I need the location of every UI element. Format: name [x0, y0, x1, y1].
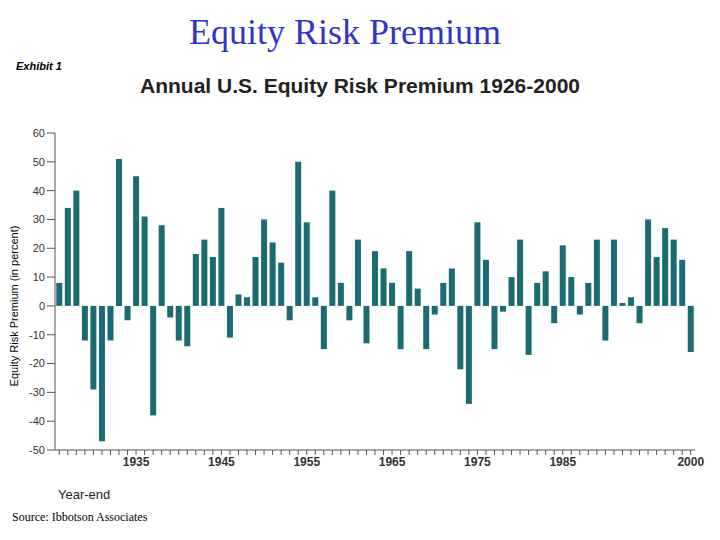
svg-text:0: 0: [39, 300, 45, 312]
svg-text:2000: 2000: [677, 455, 704, 469]
svg-text:-40: -40: [29, 415, 45, 427]
svg-text:1935: 1935: [123, 455, 150, 469]
svg-text:1955: 1955: [293, 455, 320, 469]
svg-text:1975: 1975: [464, 455, 491, 469]
svg-text:-50: -50: [29, 444, 45, 456]
html-text:Year-end: Year-end: [58, 487, 111, 502]
html-text:Source: Ibbotson Associates: Source: Ibbotson Associates: [12, 510, 148, 524]
svg-text:60: 60: [33, 127, 45, 139]
svg-text:30: 30: [33, 213, 45, 225]
svg-text:40: 40: [33, 185, 45, 197]
html-text:Exhibit 1: Exhibit 1: [16, 60, 62, 72]
html-text:Equity Risk Premium: Equity Risk Premium: [189, 12, 501, 52]
html-text:Annual U.S. Equity Risk Premiu: Annual U.S. Equity Risk Premium 1926-200…: [140, 74, 580, 97]
svg-text:-10: -10: [29, 329, 45, 341]
svg-text:-30: -30: [29, 386, 45, 398]
svg-text:50: 50: [33, 156, 45, 168]
svg-text:-20: -20: [29, 357, 45, 369]
svg-text:1965: 1965: [379, 455, 406, 469]
svg-text:1945: 1945: [208, 455, 235, 469]
svg-text:10: 10: [33, 271, 45, 283]
html-text:Equity Risk Premium (in percen: Equity Risk Premium (in percent): [8, 225, 20, 387]
svg-text:20: 20: [33, 242, 45, 254]
svg-text:1985: 1985: [549, 455, 576, 469]
